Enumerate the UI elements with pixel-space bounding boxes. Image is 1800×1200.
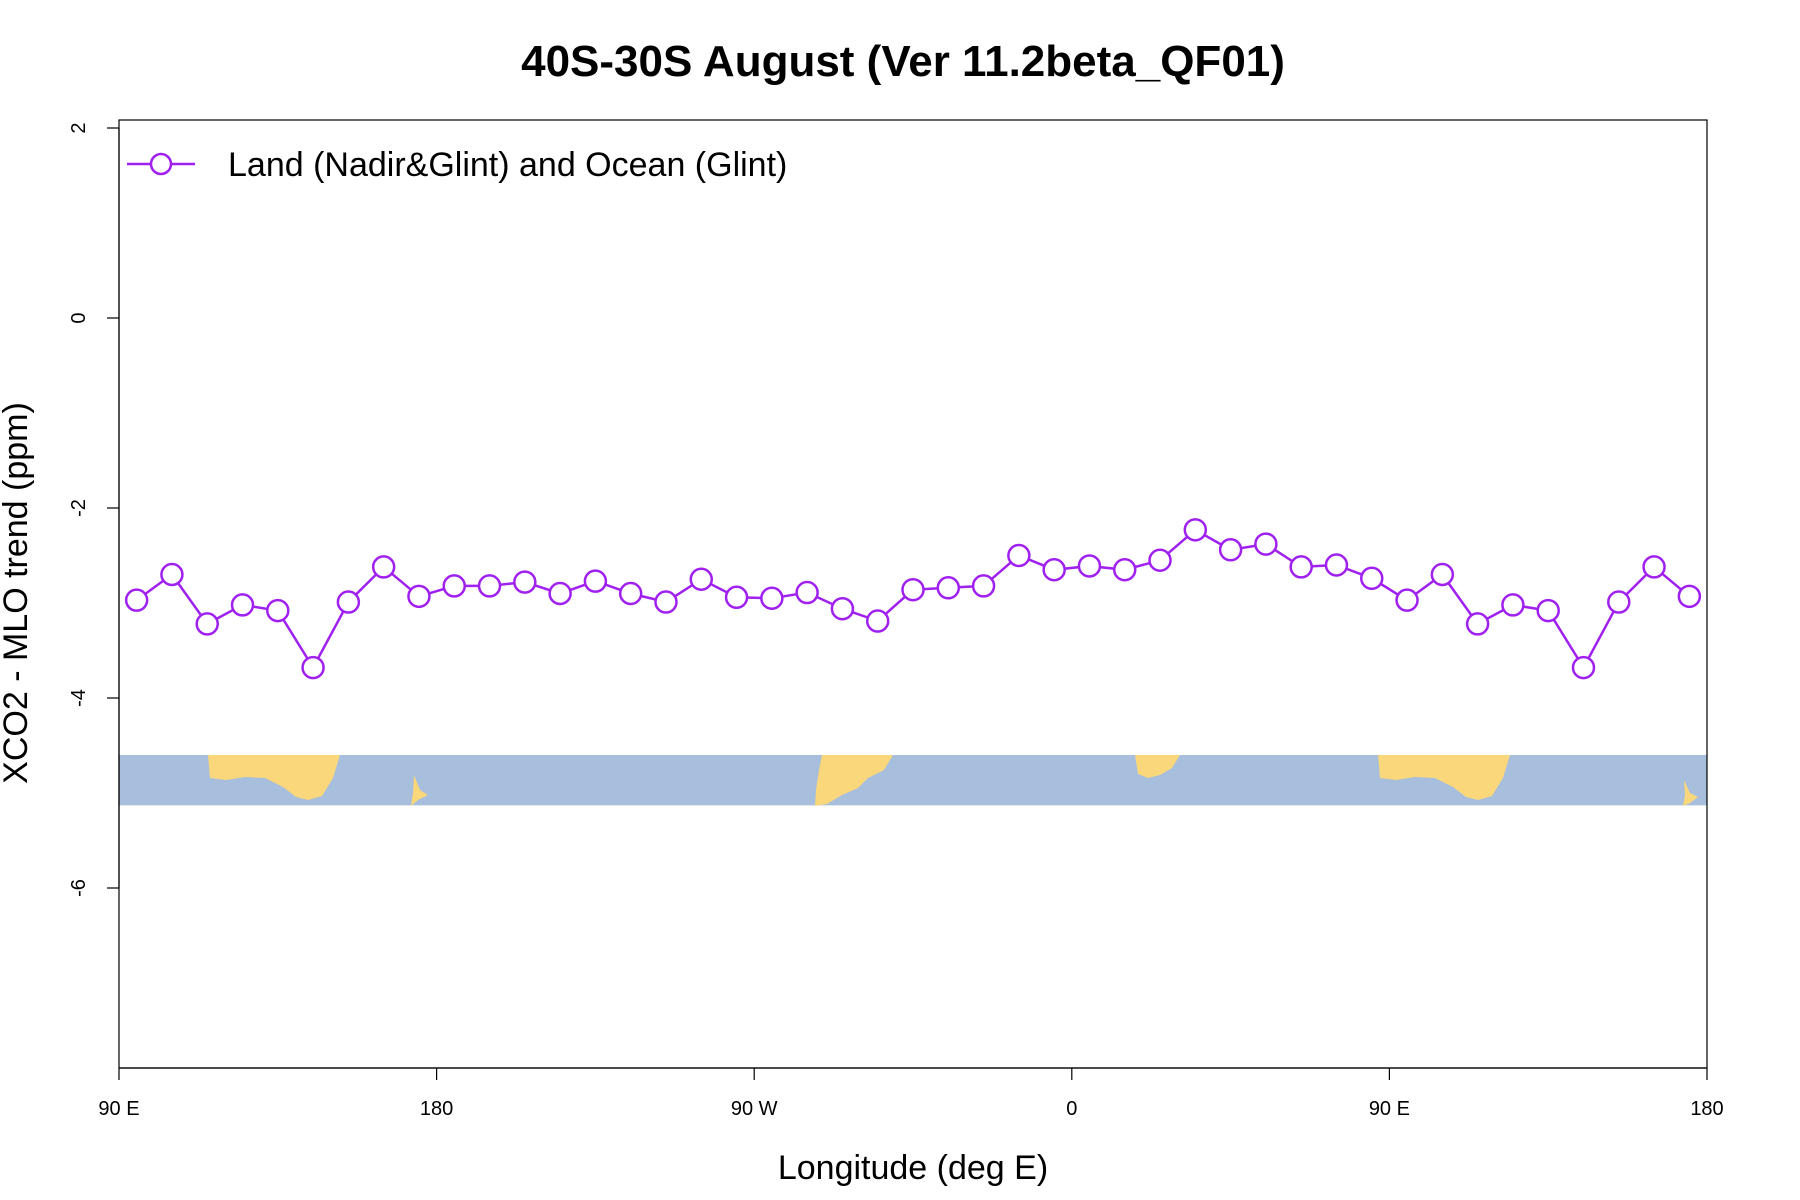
y-tick-label: -6 (68, 879, 90, 897)
data-point (301, 655, 325, 680)
data-point (901, 577, 925, 602)
data-point (1536, 598, 1560, 623)
data-point (830, 596, 855, 621)
data-point (936, 576, 961, 600)
data-point (1395, 588, 1419, 612)
data-point (336, 590, 361, 614)
data-point (230, 593, 255, 617)
x-tick-label: 90 W (731, 1098, 778, 1120)
data-point (1677, 584, 1702, 609)
x-tick-label: 180 (420, 1098, 453, 1120)
data-point (1042, 558, 1066, 582)
data-point (548, 581, 572, 606)
data-point (371, 555, 396, 579)
land-shape-4 (411, 775, 428, 806)
x-axis: 90 E 180 90 W 0 90 E 180 (98, 1067, 1724, 1120)
data-point (1642, 555, 1666, 579)
data-point (1607, 590, 1631, 614)
data-point (1501, 593, 1525, 617)
data-point (1324, 553, 1349, 577)
data-point (160, 562, 184, 587)
data-point (1465, 612, 1490, 636)
data-point (477, 574, 502, 598)
data-point (865, 609, 890, 633)
y-tick-label: -4 (68, 689, 90, 707)
land-shape-5 (1683, 780, 1698, 806)
series-layer (124, 518, 1702, 680)
data-point (1571, 655, 1596, 680)
y-axis: 2 0 -2 -4 -6 (68, 122, 120, 897)
x-axis-title: Longitude (deg E) (778, 1149, 1048, 1187)
land-shape-2 (815, 755, 893, 806)
data-point (689, 567, 714, 591)
chart-title: 40S-30S August (Ver 11.2beta_QF01) (521, 37, 1285, 86)
land-shape-1 (1378, 755, 1510, 800)
land-shape-3 (1135, 755, 1180, 778)
data-point (971, 574, 996, 598)
data-point (266, 598, 290, 623)
legend-label: Land (Nadir&Glint) and Ocean (Glint) (228, 146, 787, 184)
land-shape-0 (208, 755, 340, 800)
data-point (1289, 555, 1313, 579)
data-point (1077, 554, 1102, 578)
data-point (195, 612, 219, 636)
x-tick-label: 90 E (98, 1098, 139, 1120)
data-point (407, 584, 431, 609)
data-point (760, 586, 784, 610)
data-point (618, 581, 643, 606)
data-point (1254, 532, 1278, 556)
data-point (654, 590, 678, 614)
data-point (1183, 518, 1208, 542)
data-point (724, 585, 749, 610)
data-point (513, 570, 537, 594)
x-tick-label: 0 (1066, 1098, 1077, 1120)
y-tick-label: -2 (68, 499, 90, 517)
data-point (1148, 548, 1172, 572)
data-point (1112, 558, 1137, 582)
data-point (1007, 543, 1031, 568)
x-tick-label: 180 (1690, 1098, 1723, 1120)
data-point (124, 588, 149, 612)
data-point (1430, 562, 1455, 587)
y-tick-label: 2 (68, 122, 90, 133)
legend: Land (Nadir&Glint) and Ocean (Glint) (127, 146, 787, 184)
map-strip (119, 755, 1707, 806)
data-point (1218, 538, 1243, 562)
data-point (442, 574, 466, 598)
x-tick-label: 90 E (1369, 1098, 1410, 1120)
y-tick-label: 0 (68, 312, 90, 323)
legend-marker (149, 152, 173, 176)
data-point (795, 580, 819, 605)
data-point (1360, 566, 1384, 591)
data-point (583, 569, 608, 593)
y-axis-title: XCO2 - MLO trend (ppm) (0, 402, 35, 784)
